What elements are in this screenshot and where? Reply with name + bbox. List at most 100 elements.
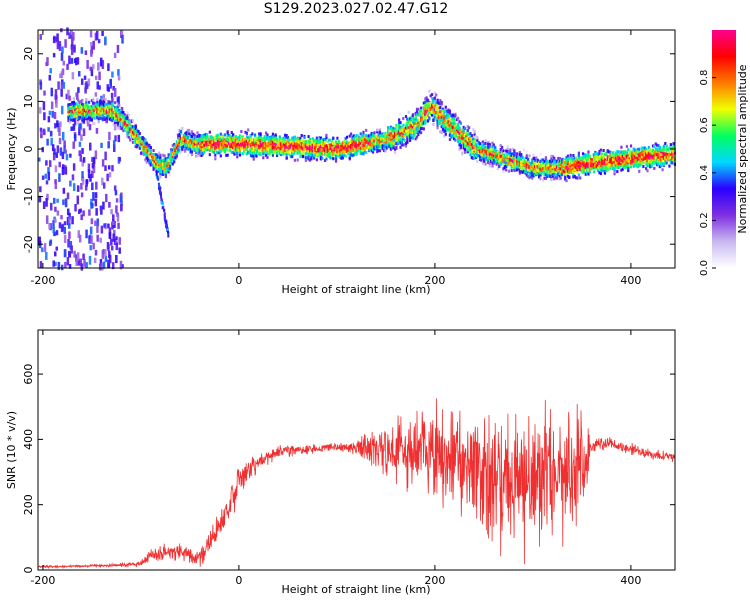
spectrogram-cell	[433, 96, 436, 100]
spectrogram-cell	[303, 142, 306, 146]
spectrogram-cell	[175, 143, 178, 147]
spectrogram-cell	[58, 41, 62, 46]
spectrogram-cell	[82, 103, 85, 107]
spectrogram-cell	[223, 140, 227, 144]
spectrogram-cell	[109, 80, 112, 89]
spectrogram-cell	[271, 137, 275, 141]
spectrogram-cell	[174, 144, 177, 148]
spectrogram-cell	[363, 150, 366, 154]
spectrogram-cell	[359, 151, 362, 155]
spectrogram-cell	[506, 163, 509, 167]
spectrogram-cell	[223, 147, 227, 151]
spectrogram-cell	[115, 205, 118, 214]
spectrogram-cell	[469, 148, 472, 152]
spectrogram-cell	[344, 154, 347, 158]
spectrogram-cell	[477, 146, 480, 150]
spectrogram-cell	[46, 57, 49, 66]
spectrogram-cell	[491, 161, 494, 165]
spectrogram-cell	[258, 152, 261, 156]
spectrogram-cell	[440, 119, 443, 123]
spectrogram-cell	[245, 145, 248, 149]
spectrogram-cell	[238, 153, 242, 157]
spectrogram-cell	[87, 78, 91, 87]
spectrogram-cell	[140, 140, 143, 144]
spectrogram-cell	[435, 117, 438, 121]
spectrogram-cell	[118, 104, 121, 108]
spectrogram-cell	[101, 177, 104, 186]
spectrogram-cell	[136, 145, 139, 149]
spectrogram-cell	[168, 164, 172, 168]
spectrogram-cell	[157, 151, 161, 155]
spectrogram-cell	[112, 140, 116, 147]
spectrogram-cell	[336, 136, 339, 140]
spectrogram-cell	[70, 30, 73, 35]
spectrogram-cell	[167, 162, 170, 166]
spectrogram-cell	[85, 115, 88, 119]
spectrogram-cell	[222, 139, 225, 143]
spectrogram-cell	[451, 115, 454, 119]
spectrogram-cell	[186, 141, 189, 145]
spectrogram-cell	[491, 158, 494, 162]
spectrogram-cell	[367, 149, 371, 153]
spectrogram-cell	[264, 145, 268, 149]
spectrogram-cell	[184, 139, 187, 143]
spectrogram-cell	[328, 144, 331, 148]
spectrogram-cell	[98, 110, 102, 114]
spectrogram-cell	[367, 138, 371, 142]
spectrogram-cell	[291, 146, 294, 150]
spectrogram-cell	[407, 126, 410, 130]
spectrogram-cell	[54, 94, 57, 100]
spectrogram-cell	[381, 136, 384, 140]
spectrogram-cell	[208, 153, 211, 157]
spectrogram-cell	[380, 139, 383, 143]
spectrogram-cell	[67, 113, 70, 117]
spectrogram-cell	[300, 143, 303, 147]
spectrogram-cell	[64, 198, 68, 208]
spectrogram-cell	[319, 145, 323, 149]
spectrogram-cell	[296, 137, 299, 141]
spectrogram-cell	[288, 152, 291, 156]
spectrogram-cell	[328, 147, 331, 151]
spectrogram-cell	[116, 97, 120, 103]
spectrogram-cell	[321, 140, 324, 144]
spectrogram-cell	[88, 209, 91, 216]
spectrogram-cell	[96, 113, 99, 117]
spectrogram-cell	[252, 157, 255, 161]
spectrogram-cell	[336, 147, 339, 151]
spectrogram-cell	[336, 150, 339, 154]
spectrogram-cell	[226, 153, 229, 157]
spectrogram-cell	[462, 135, 465, 139]
spectrogram-cell	[502, 167, 505, 171]
spectrogram-cell	[369, 146, 372, 150]
spectrogram-cell	[234, 135, 237, 139]
spectrogram-cell	[351, 143, 354, 147]
spectrogram-cell	[271, 143, 275, 147]
spectrogram-cell	[399, 125, 402, 129]
spectrogram-cell	[367, 134, 371, 138]
spectrogram-cell	[380, 134, 383, 138]
spectrogram-cell	[400, 143, 403, 147]
spectrogram-cell	[470, 150, 473, 154]
spectrogram-cell	[141, 141, 144, 145]
spectrogram-cell	[332, 141, 335, 145]
spectrogram-cell	[420, 120, 423, 124]
spectrogram-cell	[365, 140, 368, 144]
spectrogram-cell	[114, 135, 117, 142]
spectrogram-cell	[406, 140, 409, 144]
spectrogram-cell	[54, 89, 58, 98]
spectrogram-cell	[340, 151, 343, 155]
spectrogram-cell	[406, 117, 409, 121]
spectrogram-cell	[105, 105, 109, 109]
spectrogram-cell	[185, 134, 188, 138]
spectrogram-cell	[189, 144, 192, 148]
spectrogram-cell	[407, 120, 410, 124]
spectrogram-cell	[260, 144, 264, 148]
spectrogram-cell	[80, 192, 84, 198]
spectrogram-cell	[441, 124, 445, 128]
spectrogram-cell	[441, 120, 445, 124]
spectrogram-cell	[474, 142, 478, 146]
spectrogram-cell	[59, 121, 62, 128]
spectrogram-cell	[337, 145, 340, 149]
spectrogram-cell	[232, 150, 235, 154]
spectrogram-cell	[432, 110, 435, 114]
